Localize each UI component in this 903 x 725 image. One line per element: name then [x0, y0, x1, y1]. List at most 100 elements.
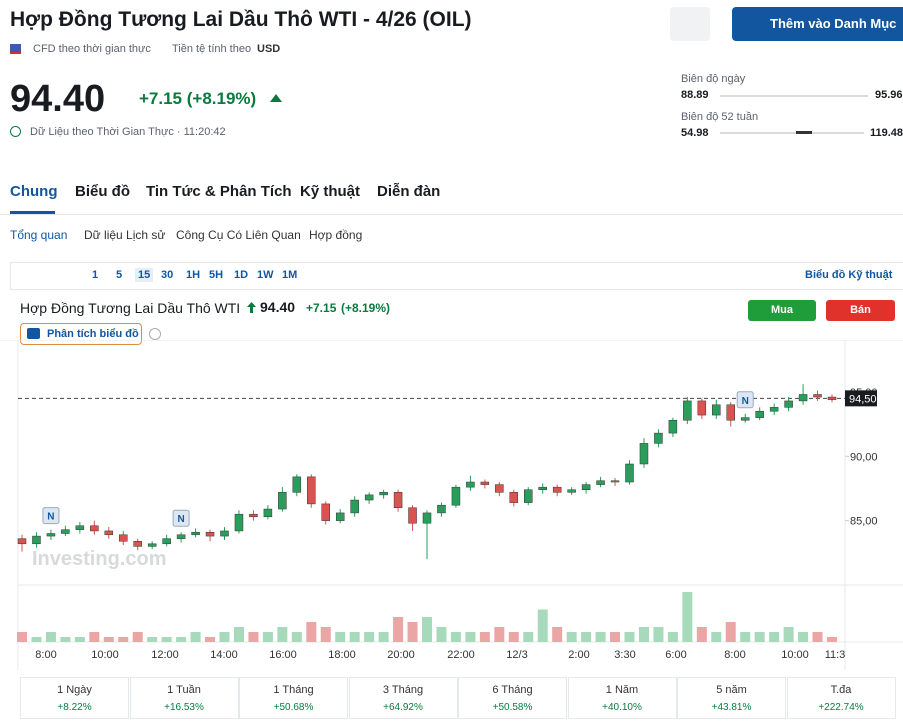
tech-chart-link[interactable]: Biểu đồ Kỹ thuật [805, 269, 893, 281]
toolbar [10, 262, 903, 290]
alert-button[interactable] [670, 7, 710, 41]
volume-bar [740, 632, 751, 642]
news-marker [172, 509, 190, 527]
tab[interactable]: Tin Tức & Phân Tích [146, 183, 292, 200]
perf-value: +16.53% [164, 702, 204, 713]
perf-period: T.đa [830, 684, 852, 696]
subtab[interactable]: Tổng quan [10, 228, 68, 242]
volume-bar [508, 632, 519, 642]
chart-change-pct: (+8.19%) [341, 301, 391, 315]
volume-bar [422, 617, 432, 642]
change: +7.15 (+8.19%) [139, 89, 257, 108]
candle-body [379, 492, 388, 496]
perf-cell [129, 677, 239, 719]
interval[interactable]: 5 [116, 269, 123, 281]
volume-bar [769, 632, 780, 642]
interval[interactable]: 1 [92, 269, 99, 281]
news-marker-label: N [47, 512, 54, 523]
interval[interactable]: 1W [257, 269, 274, 281]
x-tick-label: 2:00 [568, 649, 589, 661]
interval[interactable]: 1M [282, 269, 298, 281]
volume-bar [465, 632, 476, 642]
chart: Investing.com85,0090,0095,0094,50NNN8:00… [0, 340, 903, 670]
subtab[interactable]: Hợp đồng [309, 228, 363, 242]
candle-body [639, 443, 649, 465]
volume-bar [291, 632, 302, 642]
sell-button[interactable]: Bán [826, 300, 895, 321]
chart-price: 94.40 [260, 299, 296, 315]
buy-button[interactable]: Mua [748, 300, 816, 321]
y-tick-label: 90,00 [850, 451, 878, 463]
currency-label: Tiền tệ tính theo [172, 43, 252, 55]
perf-period: 1 Năm [605, 684, 639, 696]
volume-bar [711, 632, 722, 642]
interval[interactable]: 5H [209, 269, 224, 281]
volume-bar [89, 632, 100, 642]
subtab[interactable]: Dữ liệu Lịch sử [84, 228, 166, 242]
candle-body [147, 543, 157, 547]
x-tick-label: 18:00 [328, 649, 356, 661]
volume-bar [45, 632, 56, 642]
candle-body [422, 512, 432, 524]
volume-bar [595, 632, 606, 642]
info-icon [149, 328, 161, 340]
news-marker-label: N [742, 396, 749, 407]
realtime: Dữ Liệu theo Thời Gian Thực · 11:20:42 [30, 126, 226, 138]
candle-body [740, 417, 750, 421]
candle-body [162, 538, 171, 545]
candle-body [176, 534, 186, 539]
candle-body [726, 404, 735, 421]
candle-body [104, 530, 114, 536]
range-low: 54.98 [681, 127, 709, 139]
x-tick-label: 11:3 [825, 649, 846, 661]
tab[interactable]: Biểu đồ [75, 183, 130, 200]
candle-body [668, 419, 678, 434]
interval[interactable]: 1H [186, 269, 201, 281]
candle-body [813, 394, 822, 398]
volume-bar [176, 637, 187, 642]
candle-body [784, 400, 793, 408]
source: CFD theo thời gian thực [33, 43, 151, 55]
candle-body [263, 508, 273, 518]
candle-body [393, 492, 403, 509]
x-tick-label: 6:00 [665, 649, 686, 661]
watchlist-button[interactable]: Thêm vào Danh Mục [732, 7, 903, 41]
volume-bar [349, 632, 360, 642]
perf-period: 5 năm [716, 684, 747, 696]
volume-bar [31, 637, 42, 642]
x-tick-label: 22:00 [447, 649, 475, 661]
interval[interactable]: 30 [161, 269, 174, 281]
candle-body [654, 432, 663, 444]
chart-name: Hợp Đồng Tương Lai Dầu Thô WTI [20, 300, 241, 316]
interval[interactable]: 15 [135, 268, 154, 282]
candle-body [119, 534, 128, 542]
active-tab-underline [10, 211, 55, 214]
candle-body [567, 489, 576, 493]
perf-value: +43.81% [711, 702, 752, 713]
analysis-button[interactable]: Phân tích biểu đồ [20, 323, 142, 345]
last-price-label: 94,50 [849, 393, 877, 405]
candle-body [61, 529, 70, 534]
candle-body [364, 494, 374, 501]
volume-bar [118, 637, 129, 642]
title: Hợp Đồng Tương Lai Dầu Thô WTI - 4/26 (O… [10, 8, 472, 31]
volume-bar [566, 632, 577, 642]
perf-value: +64.92% [383, 702, 423, 713]
candle-body [46, 533, 56, 537]
tab[interactable]: Chung [10, 183, 58, 200]
tab[interactable]: Diễn đàn [377, 183, 441, 200]
subtab[interactable]: Công Cụ Có Liên Quan [176, 228, 301, 242]
candle-body [683, 400, 692, 421]
perf-cell [786, 677, 896, 719]
candle-body [755, 410, 764, 418]
candle-body [451, 486, 461, 506]
x-tick-label: 20:00 [387, 649, 415, 661]
candle-body [234, 513, 244, 532]
x-tick-label: 8:00 [35, 649, 56, 661]
candle-body [769, 407, 779, 412]
x-tick-label: 12:00 [151, 649, 179, 661]
volume-bar [132, 632, 143, 642]
tab[interactable]: Kỹ thuật [300, 183, 360, 200]
volume-bar [393, 617, 404, 642]
interval[interactable]: 1D [234, 269, 249, 281]
